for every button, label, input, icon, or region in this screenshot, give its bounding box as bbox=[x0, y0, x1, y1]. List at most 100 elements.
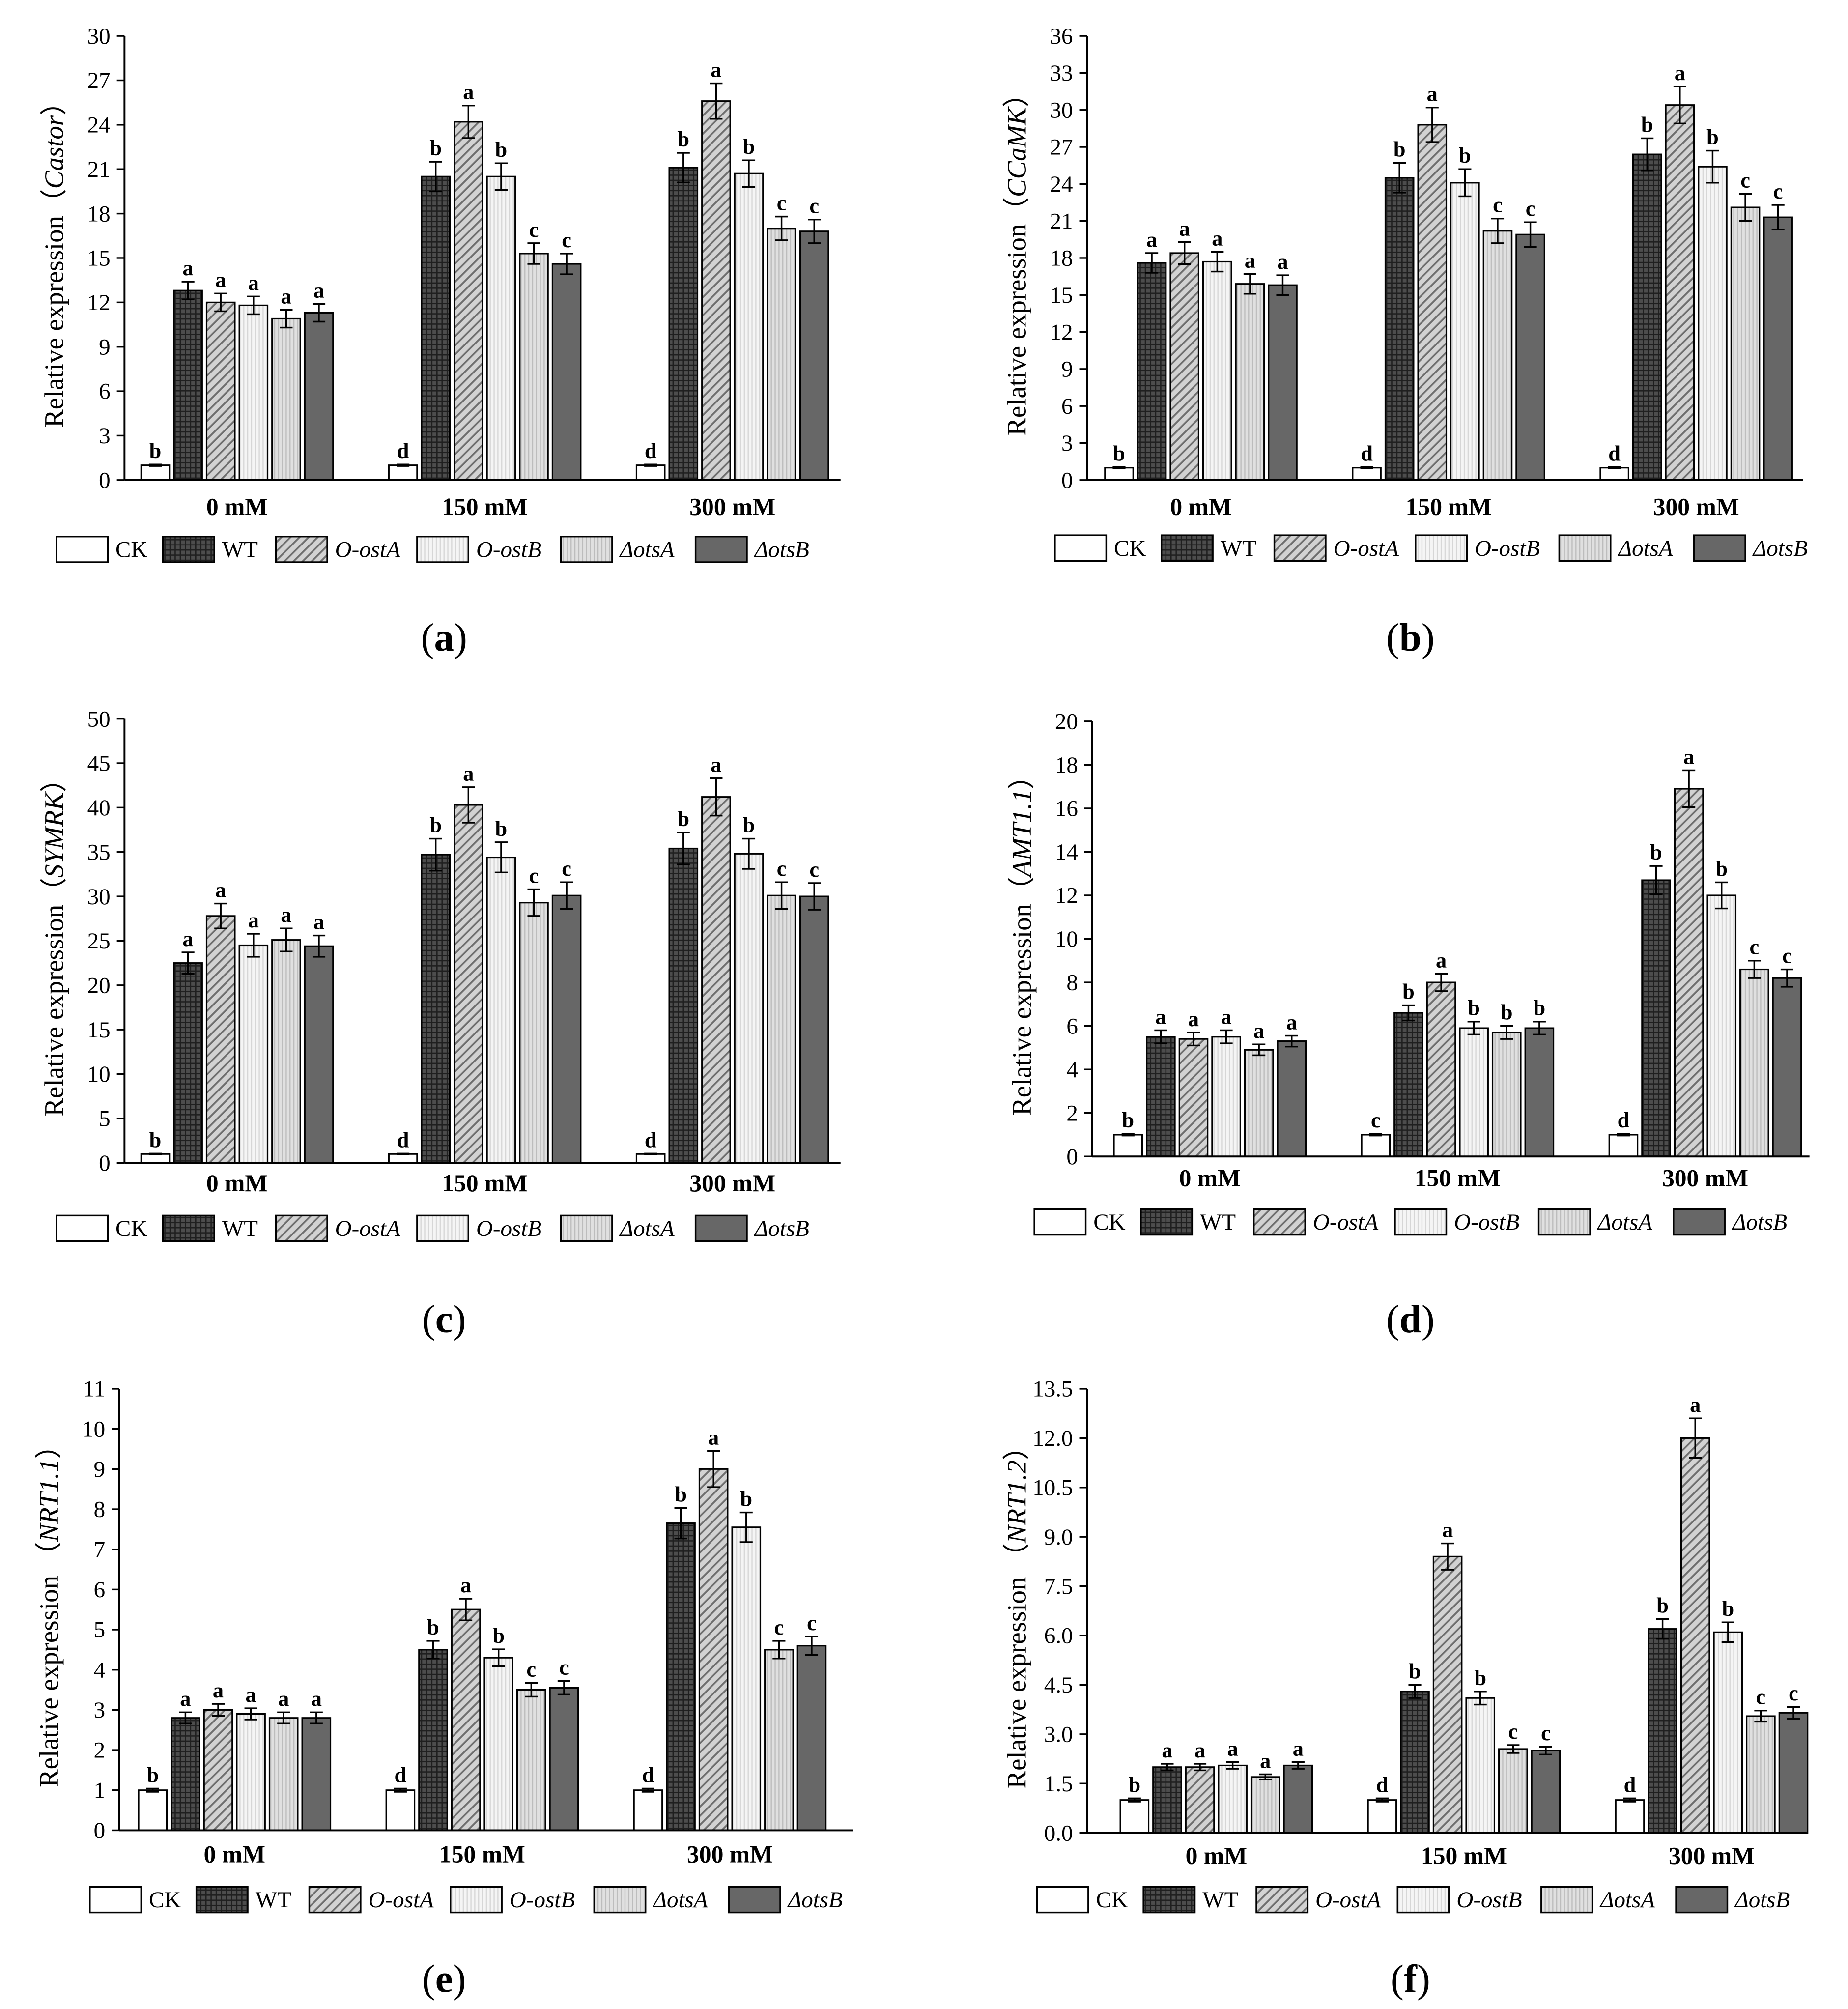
bar-delta-otsa bbox=[268, 1717, 299, 1832]
bar-o-osta bbox=[205, 915, 236, 1164]
bar-wt bbox=[421, 854, 451, 1164]
y-axis-label: Relative expression（CCaMK） bbox=[1001, 80, 1031, 435]
error-bar bbox=[557, 1680, 570, 1696]
bar-o-ostb bbox=[486, 175, 516, 481]
bar-o-osta bbox=[205, 301, 236, 481]
x-category-label: 300 mM bbox=[689, 493, 775, 520]
significance-letter: d bbox=[1361, 441, 1373, 465]
y-tick-label: 12 bbox=[1050, 319, 1073, 345]
error-bar bbox=[1689, 1417, 1702, 1459]
y-axis-label: Relative expression（AMT1.1） bbox=[1006, 762, 1036, 1116]
bar-wt bbox=[1632, 153, 1662, 481]
y-axis-label: Relative expression（SYMRK） bbox=[39, 765, 69, 1116]
legend-label: O-ostA bbox=[369, 1887, 434, 1913]
significance-letter: a bbox=[213, 1678, 224, 1702]
bar-ck bbox=[1361, 1134, 1391, 1157]
legend-swatch-delta-otsa bbox=[1537, 1208, 1591, 1236]
panel-label-open: ( bbox=[1386, 615, 1399, 660]
significance-letter: c bbox=[1493, 193, 1503, 217]
legend-swatch-o-ostb bbox=[1415, 534, 1468, 562]
significance-letter: b bbox=[146, 1762, 159, 1787]
bar-wt bbox=[668, 167, 699, 481]
error-bar bbox=[1291, 1761, 1305, 1770]
significance-letter: b bbox=[1722, 1596, 1734, 1621]
bar-o-ostb bbox=[483, 1657, 513, 1832]
significance-letter: a bbox=[281, 902, 291, 927]
y-tick-label: 30 bbox=[87, 24, 111, 49]
legend-label: ΔotsA bbox=[1599, 1887, 1655, 1913]
significance-letter: a bbox=[1179, 216, 1190, 240]
error-bar bbox=[277, 1711, 290, 1724]
error-bar bbox=[1641, 137, 1654, 172]
y-tick-label: 50 bbox=[87, 706, 111, 732]
error-bar bbox=[1375, 1797, 1389, 1803]
y-tick-label: 11 bbox=[83, 1377, 105, 1402]
y-tick-label: 24 bbox=[1050, 172, 1073, 197]
significance-letter: c bbox=[1508, 1719, 1518, 1744]
bar-delta-otsa bbox=[1498, 1748, 1528, 1834]
error-bar bbox=[280, 309, 293, 329]
error-bar bbox=[310, 1711, 323, 1724]
x-category-label: 300 mM bbox=[1653, 493, 1739, 520]
significance-letter: b bbox=[677, 127, 689, 151]
panel-label-letter: f bbox=[1404, 1957, 1418, 2001]
y-axis-label-prefix: Relative expression （ bbox=[1001, 1543, 1031, 1788]
significance-letter: a bbox=[1162, 1738, 1172, 1762]
error-bar bbox=[775, 215, 788, 241]
y-axis-label-gene: SYMRK bbox=[39, 791, 69, 878]
legend: CK WT O-ostA O-ostB ΔotsA ΔotsB bbox=[1054, 534, 1808, 562]
bar-delta-otsa bbox=[767, 228, 796, 481]
error-bar bbox=[1178, 241, 1191, 265]
error-bar bbox=[148, 1152, 162, 1155]
y-axis-label: Relative expression （NRT1.1） bbox=[34, 1432, 64, 1787]
significance-letter: d bbox=[1376, 1772, 1389, 1797]
error-bar bbox=[394, 1787, 407, 1793]
significance-letter: c bbox=[809, 194, 819, 218]
significance-letter: a bbox=[1155, 1004, 1166, 1029]
y-tick-label: 21 bbox=[1050, 208, 1073, 234]
y-tick-label: 6 bbox=[1066, 1013, 1078, 1039]
y-tick-label: 0 bbox=[99, 467, 111, 493]
error-bar bbox=[525, 1682, 538, 1698]
significance-letter: b bbox=[1122, 1108, 1134, 1132]
significance-letter: c bbox=[526, 1657, 536, 1682]
y-tick-label: 10 bbox=[1055, 926, 1078, 952]
y-tick-label: 7 bbox=[94, 1537, 105, 1562]
bar-delta-otsa bbox=[1244, 1049, 1274, 1157]
y-axis-label-gene: CCaMK bbox=[1001, 106, 1031, 197]
error-bar bbox=[247, 933, 260, 958]
error-bar bbox=[742, 837, 756, 870]
y-tick-label: 18 bbox=[87, 201, 111, 227]
error-bar bbox=[1507, 1744, 1520, 1754]
bar-ck bbox=[138, 1789, 168, 1832]
significance-letter: a bbox=[1683, 744, 1694, 769]
significance-letter: a bbox=[1690, 1392, 1701, 1417]
legend-swatch-delta-otsb bbox=[1673, 1208, 1726, 1236]
y-axis-label-suffix: ） bbox=[39, 88, 69, 115]
panel-label-letter: c bbox=[435, 1297, 453, 1341]
significance-letter: a bbox=[183, 256, 194, 280]
significance-letter: c bbox=[777, 191, 787, 215]
x-category-label: 0 mM bbox=[206, 1170, 268, 1197]
legend-swatch-delta-otsb bbox=[1693, 534, 1746, 562]
significance-letter: b bbox=[743, 813, 755, 837]
significance-letter: b bbox=[1113, 441, 1125, 465]
bar-o-ostb bbox=[1459, 1027, 1489, 1157]
y-tick-label: 12.0 bbox=[1032, 1426, 1073, 1451]
bar-o-ostb bbox=[734, 853, 764, 1164]
significance-letter: c bbox=[529, 863, 539, 888]
panel-label-letter: e bbox=[435, 1957, 453, 2001]
error-bar bbox=[644, 463, 657, 467]
y-axis-label-prefix: Relative expression（ bbox=[39, 878, 69, 1117]
legend-label: ΔotsB bbox=[787, 1887, 843, 1913]
bar-delta-otsa bbox=[271, 317, 301, 481]
bar-o-osta bbox=[1665, 104, 1695, 481]
significance-letter: c bbox=[1749, 935, 1759, 959]
bar-o-ostb bbox=[731, 1526, 762, 1832]
bar-o-osta bbox=[698, 1468, 729, 1832]
bar-o-osta bbox=[1432, 1555, 1463, 1834]
error-bar bbox=[1252, 1043, 1266, 1057]
legend-label: ΔotsA bbox=[1617, 536, 1673, 561]
bar-delta-otsb bbox=[799, 895, 829, 1164]
